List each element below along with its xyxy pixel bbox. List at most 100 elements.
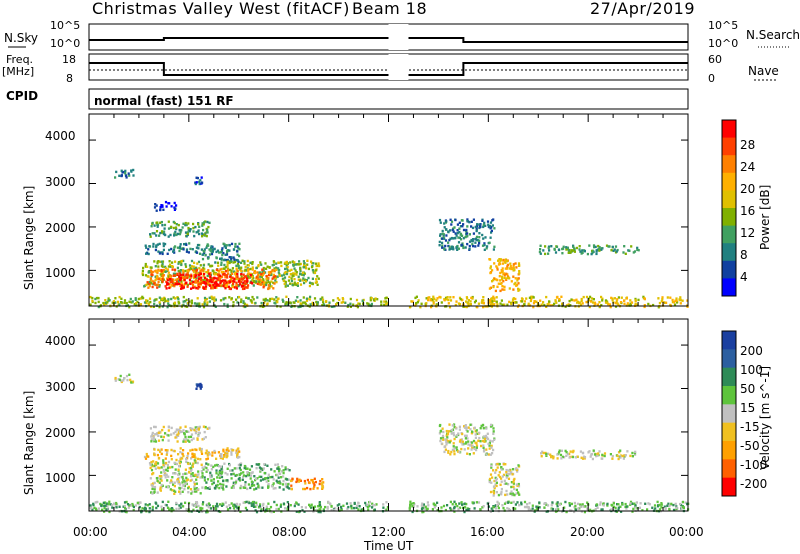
power-region-13-cell: [592, 298, 595, 301]
power-region-6-cell: [186, 283, 189, 287]
power-region-7-cell: [200, 280, 203, 283]
power-region-6-cell: [307, 267, 310, 271]
power-region-11-cell: [624, 252, 627, 255]
power-region-7-cell: [207, 269, 210, 272]
power-region-12-cell: [134, 297, 137, 300]
power-region-6-cell: [272, 281, 275, 285]
power-region-10-cell: [506, 276, 509, 279]
power-region-13-cell: [489, 301, 492, 304]
power-region-4-cell: [203, 251, 206, 255]
velocity-region-8-cell: [497, 474, 500, 477]
power-region-12-cell: [282, 300, 285, 303]
velocity-region-10-cell: [229, 506, 232, 510]
velocity-region-5-cell: [217, 473, 220, 476]
power-region-7-cell: [216, 278, 220, 281]
velocity-region-3-cell: [196, 457, 199, 461]
power-region-6-cell: [259, 261, 262, 264]
power-region-12-cell: [325, 300, 328, 303]
power-region-10-cell: [498, 258, 501, 261]
velocity-region-3-cell: [189, 449, 192, 452]
velocity-region-3-cell: [220, 455, 223, 458]
velocity-region-10-cell: [295, 501, 298, 504]
power-region-13-cell: [491, 303, 494, 306]
velocity-region-4-cell: [193, 459, 196, 462]
power-region-0-cell: [128, 174, 131, 177]
velocity-region-11-cell: [612, 502, 615, 505]
power-region-10-cell: [501, 285, 504, 288]
velocity-region-4-cell: [189, 469, 193, 472]
power-region-6-cell: [293, 267, 296, 270]
power-region-10-cell: [503, 274, 506, 277]
power-region-12-cell: [131, 300, 134, 303]
velocity-region-10-cell: [267, 502, 270, 505]
velocity-region-7-cell: [455, 434, 459, 437]
velocity-region-10-cell: [148, 507, 151, 510]
cpid-label: CPID: [6, 89, 39, 103]
velocity-region-10-cell: [326, 507, 329, 510]
velocity-region-5-cell: [205, 462, 208, 465]
power-region-6-cell: [237, 284, 240, 288]
power-region-4-cell: [178, 249, 181, 253]
power-region-3-cell: [149, 233, 152, 236]
power-region-7-cell: [154, 270, 157, 273]
velocity-region-11-cell: [617, 506, 620, 509]
power-region-4-cell: [179, 245, 182, 248]
velocity-colorbar-swatch: [722, 459, 736, 479]
power-region-7-cell: [271, 277, 274, 280]
power-region-9-cell: [450, 236, 454, 240]
velocity-region-11-cell: [514, 503, 517, 506]
power-region-8-cell: [242, 281, 245, 284]
velocity-region-5-cell: [245, 474, 248, 478]
velocity-region-10-cell: [207, 502, 211, 505]
power-region-2-cell: [198, 180, 201, 184]
power-region-6-cell: [280, 264, 283, 268]
power-region-8-cell: [185, 281, 188, 284]
velocity-region-9-cell: [574, 456, 577, 459]
power-region-6-cell: [223, 263, 226, 267]
velocity-region-3-cell: [200, 447, 203, 451]
power-region-6-cell: [144, 274, 148, 277]
velocity-region-11-cell: [411, 510, 414, 514]
velocity-region-10-cell: [205, 511, 208, 514]
power-region-12-cell: [254, 301, 257, 305]
velocity-region-9-cell: [609, 453, 612, 456]
power-region-3-cell: [197, 223, 200, 226]
power-region-6-cell: [270, 280, 273, 283]
power-region-7-cell: [225, 284, 228, 287]
power-region-3-cell: [185, 235, 188, 238]
power-region-6-cell: [299, 273, 302, 276]
velocity-region-5-cell: [201, 486, 204, 489]
power-colorbar-swatch: [722, 172, 736, 191]
power-region-9-cell: [464, 235, 467, 239]
velocity-region-5-cell: [235, 467, 238, 470]
velocity-region-11-cell: [449, 508, 453, 511]
velocity-region-5-cell: [254, 478, 257, 482]
power-region-4-cell: [179, 243, 182, 246]
velocity-region-3-cell: [173, 449, 176, 453]
velocity-region-11-cell: [556, 505, 559, 508]
power-region-12-cell: [203, 296, 207, 300]
power-region-8-cell: [192, 280, 195, 284]
velocity-region-11-cell: [408, 508, 411, 511]
power-region-13-cell: [679, 302, 682, 305]
velocity-region-5-cell: [246, 471, 249, 474]
power-region-6-cell: [257, 279, 260, 282]
power-region-1-cell: [165, 205, 168, 208]
power-region-6-cell: [232, 261, 235, 264]
velocity-region-5-cell: [210, 464, 213, 467]
velocity-region-10-cell: [314, 509, 318, 512]
velocity-region-9-cell: [619, 449, 622, 452]
power-region-13-cell: [681, 299, 684, 302]
velocity-region-10-cell: [368, 500, 371, 504]
velocity-region-11-cell: [681, 505, 685, 508]
velocity-region-5-cell: [201, 472, 204, 475]
power-region-6-cell: [297, 263, 300, 266]
power-region-12-cell: [104, 299, 107, 302]
velocity-region-7-cell: [458, 440, 462, 443]
power-region-10-cell: [512, 275, 515, 278]
power-region-7-cell: [258, 283, 261, 286]
velocity-region-11-cell: [551, 501, 554, 504]
power-region-13-cell: [482, 305, 485, 309]
power-region-13-cell: [553, 302, 556, 306]
velocity-region-4-cell: [179, 483, 182, 486]
